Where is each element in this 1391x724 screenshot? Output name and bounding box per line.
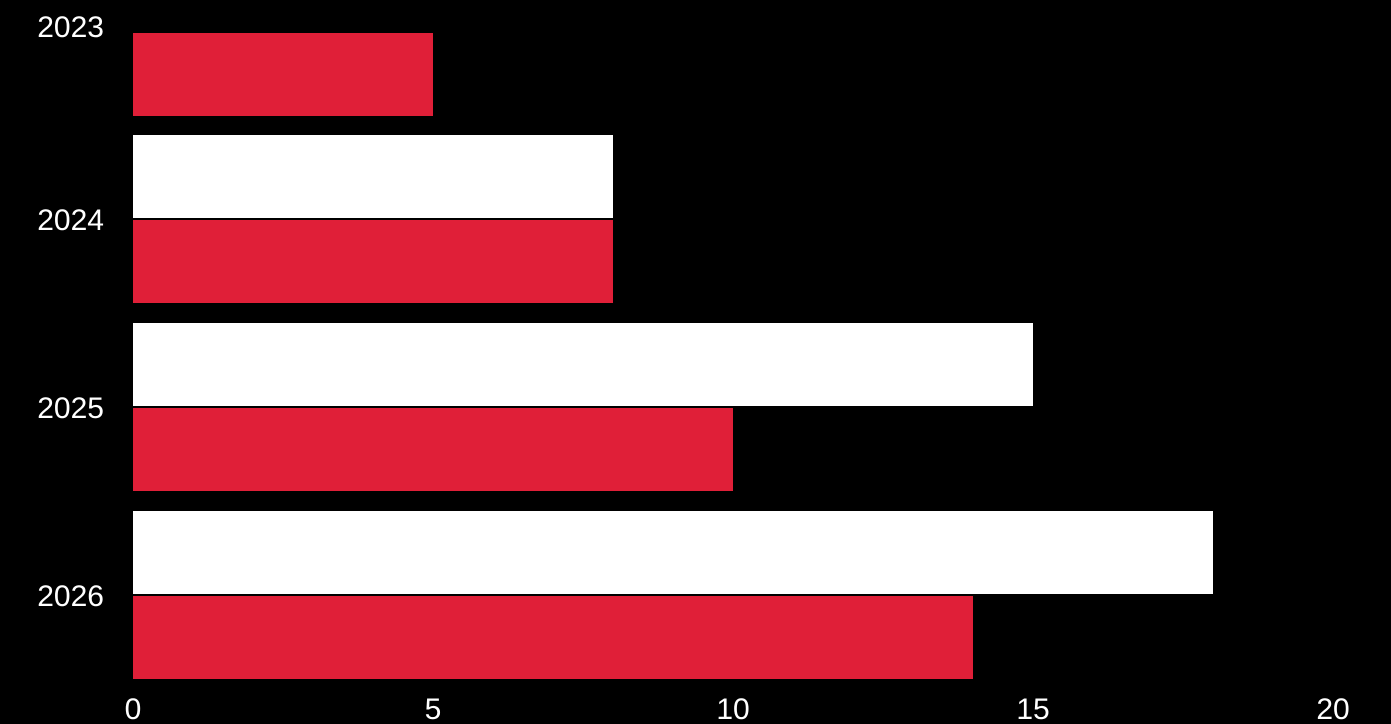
- y-axis-labels: 2023 2024 2025 2026: [37, 11, 104, 613]
- x-tick-label-10: 10: [716, 693, 749, 724]
- y-tick-label-2026: 2026: [37, 580, 104, 613]
- bar-2026-red: [133, 596, 973, 679]
- x-tick-label-15: 15: [1016, 693, 1049, 724]
- bar-2024-white: [133, 135, 613, 218]
- y-tick-label-2023: 2023: [37, 11, 104, 44]
- x-axis-labels: 0 5 10 15 20: [125, 693, 1350, 724]
- bar-2026-white: [133, 511, 1213, 594]
- x-tick-label-0: 0: [125, 693, 142, 724]
- x-tick-label-20: 20: [1316, 693, 1349, 724]
- bars-group: [133, 33, 1213, 679]
- y-tick-label-2024: 2024: [37, 204, 104, 237]
- bar-2024-red: [133, 220, 613, 303]
- bar-2023-red: [133, 33, 433, 116]
- bar-2025-red: [133, 408, 733, 491]
- bar-2025-white: [133, 323, 1033, 406]
- x-tick-label-5: 5: [425, 693, 442, 724]
- y-tick-label-2025: 2025: [37, 392, 104, 425]
